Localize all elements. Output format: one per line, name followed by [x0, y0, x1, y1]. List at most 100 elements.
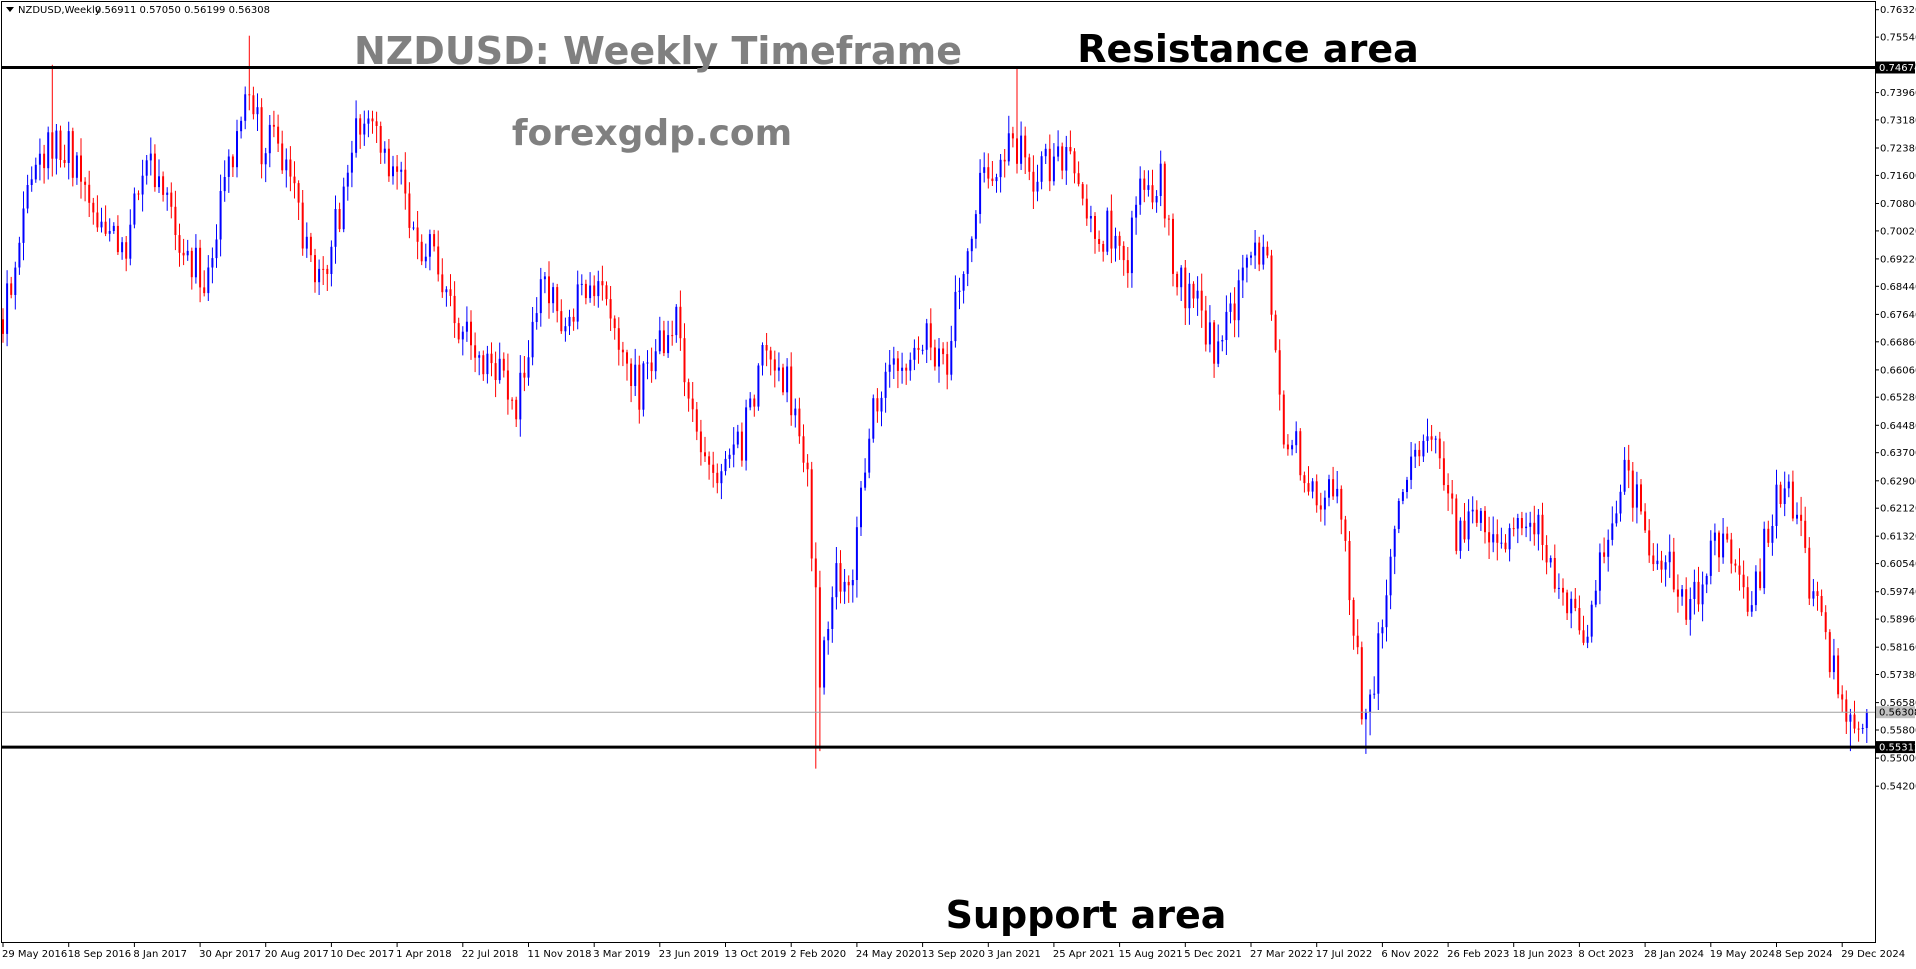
candle [1426, 418, 1429, 453]
candle-body [1069, 147, 1072, 152]
candle-body [219, 191, 222, 240]
current-price-tag-bg [1876, 706, 1915, 719]
candle [244, 86, 247, 130]
candle-body [116, 225, 119, 253]
candle [687, 378, 690, 412]
candle-body [1003, 159, 1006, 162]
candle-body [757, 365, 760, 407]
candle-body [121, 242, 124, 253]
candle-body [662, 330, 665, 354]
candle-body [174, 206, 177, 235]
candle [182, 238, 185, 266]
candle [145, 155, 148, 185]
candle [88, 170, 91, 217]
candle-body [1315, 481, 1318, 506]
candle-body [1722, 533, 1725, 558]
candle-body [1094, 216, 1096, 239]
candle [400, 161, 403, 185]
candle-body [1328, 479, 1330, 498]
x-tick-label: 29 Dec 2024 [1841, 949, 1905, 960]
candle [478, 351, 481, 376]
candle [1574, 588, 1577, 612]
candle-body [753, 398, 756, 407]
candle [1578, 595, 1581, 635]
candle [1172, 213, 1174, 287]
candle [1442, 441, 1445, 491]
candle-body [1369, 694, 1372, 713]
candle-body [305, 236, 308, 249]
candle-body [1352, 600, 1355, 636]
candle-body [268, 124, 271, 154]
candle [1492, 516, 1495, 553]
candle-body [1582, 630, 1585, 643]
candle [958, 277, 961, 310]
candle-body [1389, 556, 1392, 596]
candle-body [1364, 712, 1367, 720]
candle [1151, 169, 1154, 210]
candle [1804, 506, 1807, 554]
candle [424, 243, 427, 269]
x-tick-label: 26 Feb 2023 [1447, 949, 1509, 960]
candle [892, 346, 895, 379]
candle [47, 126, 50, 180]
candle [194, 234, 197, 284]
candle-body [564, 326, 567, 332]
candle-body [1381, 627, 1384, 634]
candle-body [761, 345, 764, 366]
candle-body [938, 348, 940, 367]
candle [658, 316, 661, 355]
candle [921, 344, 924, 355]
candle-body [1730, 539, 1733, 564]
candle [913, 339, 916, 371]
candle-body [954, 291, 957, 342]
candle-body [1824, 612, 1827, 633]
candle [359, 114, 362, 149]
candle-body [248, 94, 251, 96]
candle [1118, 231, 1121, 260]
watermark-text: forexgdp.com [512, 113, 792, 154]
candle [1048, 134, 1051, 192]
candle-body [1007, 133, 1010, 162]
candle-body [1024, 135, 1027, 158]
candle-body [687, 382, 690, 399]
candle [626, 349, 628, 381]
candle [1816, 581, 1819, 611]
candle-body [1163, 163, 1166, 219]
candle-body [580, 283, 583, 285]
candle-body [404, 169, 407, 194]
candle [1537, 509, 1540, 551]
candle-body [55, 130, 58, 159]
x-tick-label: 23 Jun 2019 [659, 949, 719, 960]
candle [1644, 503, 1647, 533]
candle [794, 398, 797, 428]
candle-body [572, 316, 575, 322]
candle [1003, 149, 1006, 178]
candle-body [999, 159, 1002, 178]
candle-body [704, 452, 706, 457]
candle [1328, 474, 1330, 507]
candle-body [92, 202, 95, 213]
candle [22, 191, 25, 261]
candle-body [194, 247, 197, 278]
candle [1619, 484, 1622, 522]
candle [441, 258, 444, 298]
candle-body [556, 287, 559, 312]
candle-body [933, 347, 936, 367]
candle [1779, 481, 1782, 508]
candle-body [1073, 151, 1076, 174]
candle-body [1426, 436, 1429, 441]
candle [810, 461, 813, 572]
candle [486, 345, 489, 384]
candle-body [695, 409, 698, 432]
candle-body [650, 362, 653, 372]
candle [231, 154, 234, 177]
candle-body [1488, 532, 1491, 543]
candle-body [1406, 479, 1408, 492]
candle [1631, 462, 1634, 522]
candle [1233, 287, 1236, 338]
candle [1073, 148, 1076, 184]
candle [979, 159, 982, 224]
chevron-down-icon[interactable] [6, 7, 14, 12]
